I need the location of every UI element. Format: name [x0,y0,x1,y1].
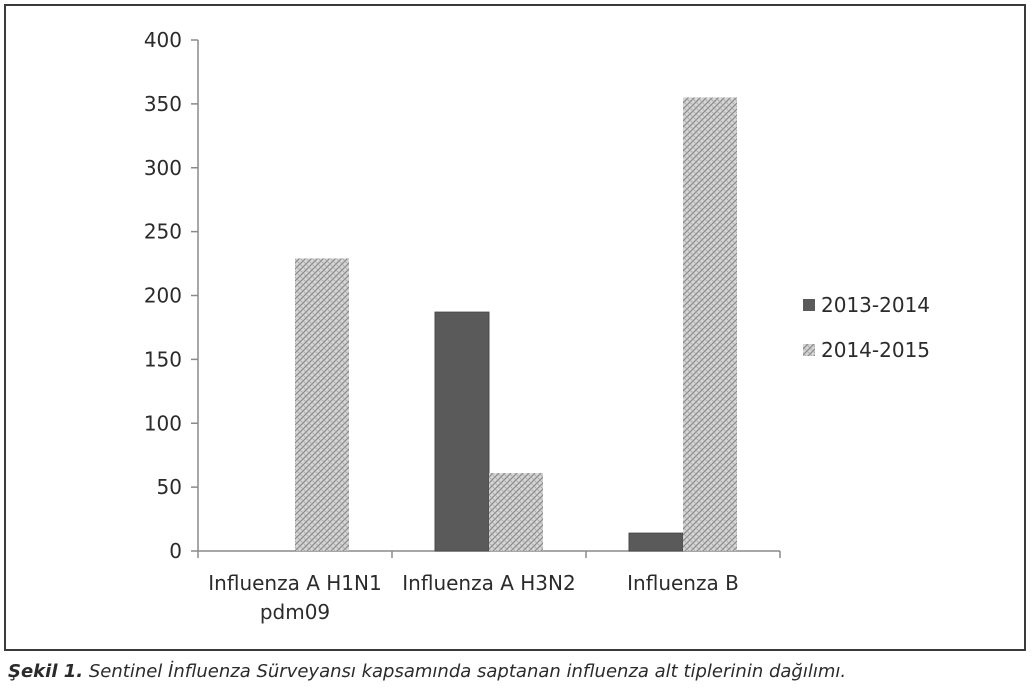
legend-label: 2014-2015 [821,338,930,362]
figure-caption: Şekil 1. Sentinel İnfluenza Sürveyansı k… [8,661,1024,682]
legend-swatch [803,344,815,356]
caption-lead: Şekil 1. [8,661,84,682]
y-tick-label: 150 [144,347,182,371]
x-category-label: Influenza A H3N2 [402,571,575,595]
bar-2014-2015-1 [489,473,543,551]
x-axis: Influenza A H1N1 pdm09 Influenza A H3N2 Inf… [197,550,781,624]
y-tick-label: 0 [169,539,182,563]
legend-swatch [803,299,815,311]
legend: 2013-2014 2014-2015 [803,293,930,362]
y-tick-label: 100 [144,411,182,435]
bar-2014-2015-2 [683,97,737,552]
y-tick-label: 350 [144,92,182,116]
x-category-label: Influenza B [627,571,739,595]
bar-2013-2014-1 [434,311,490,552]
legend-label: 2013-2014 [821,293,930,317]
y-tick-label: 250 [144,220,182,244]
bar-2013-2014-2 [628,532,684,552]
bar-chart: 0 50 100 150 200 250 300 350 400 Influenza A H1N… [144,28,930,624]
bars [295,97,737,552]
y-tick-label: 300 [144,156,182,180]
y-tick-label: 200 [144,284,182,308]
x-category-label: Influenza A H1N1 pdm09 [208,571,381,624]
caption-text: Sentinel İnfluenza Sürveyansı kapsamında… [83,661,847,682]
y-axis: 0 50 100 150 200 250 300 350 400 [144,28,199,563]
bar-2014-2015-0 [295,258,349,551]
y-tick-label: 400 [144,28,182,52]
y-tick-label: 50 [157,475,182,499]
